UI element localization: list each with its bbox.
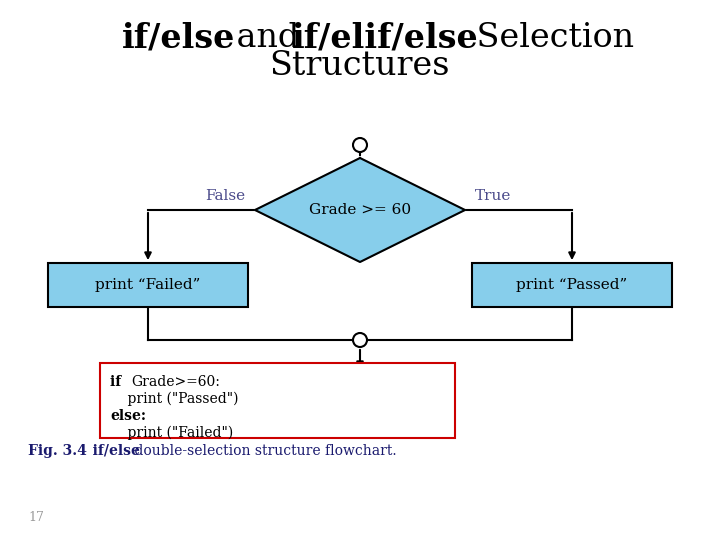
Text: else:: else:	[110, 409, 146, 423]
FancyBboxPatch shape	[100, 363, 455, 438]
Text: if/else: if/else	[122, 22, 235, 55]
Text: double-selection structure flowchart.: double-selection structure flowchart.	[130, 444, 397, 458]
Circle shape	[353, 333, 367, 347]
Text: print ("Passed"): print ("Passed")	[110, 392, 238, 407]
Text: 17: 17	[28, 511, 44, 524]
Text: if/else: if/else	[78, 444, 140, 458]
Text: if: if	[110, 375, 126, 389]
Text: False: False	[205, 189, 245, 203]
Text: Selection: Selection	[467, 22, 634, 54]
Text: if/elif/else: if/elif/else	[292, 22, 478, 55]
Text: Fig. 3.4: Fig. 3.4	[28, 444, 87, 458]
Text: Structures: Structures	[270, 50, 450, 82]
FancyBboxPatch shape	[472, 263, 672, 307]
Circle shape	[353, 138, 367, 152]
Text: and: and	[227, 22, 310, 54]
Text: Grade>=60:: Grade>=60:	[132, 375, 220, 389]
FancyBboxPatch shape	[48, 263, 248, 307]
Text: Grade >= 60: Grade >= 60	[309, 203, 411, 217]
Text: print “Failed”: print “Failed”	[95, 278, 201, 292]
Text: print “Passed”: print “Passed”	[516, 278, 628, 292]
Text: True: True	[475, 189, 511, 203]
Polygon shape	[255, 158, 465, 262]
Text: print ("Failed"): print ("Failed")	[110, 426, 233, 441]
